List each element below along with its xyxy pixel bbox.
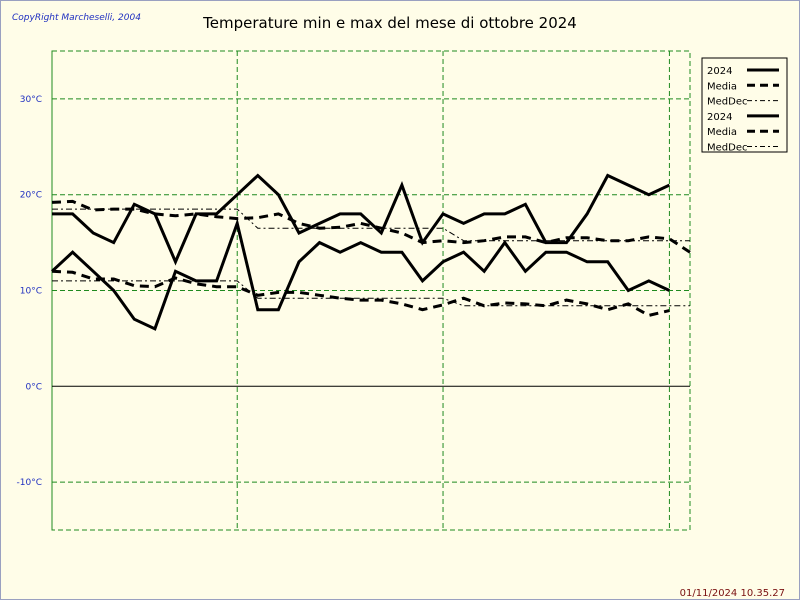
timestamp-text: 01/11/2024 10.35.27	[680, 588, 785, 599]
legend-label: MedDec	[707, 97, 747, 108]
legend-label: MedDec	[707, 143, 747, 154]
grid	[51, 50, 691, 531]
y-tick-label: 10°C	[20, 287, 42, 297]
series-group	[50, 173, 691, 331]
legend-label: 2024	[707, 112, 732, 123]
legend-label: 2024	[707, 66, 732, 77]
series-line-3	[52, 208, 690, 242]
series-line-1	[52, 173, 671, 266]
legend: 2024 Media MedDec 2024 Media MedDec	[701, 57, 788, 154]
y-tick-label: -10°C	[17, 478, 42, 488]
series-line-2	[51, 199, 691, 254]
legend-label: Media	[707, 81, 737, 92]
chart-title: Temperature min e max del mese di ottobr…	[202, 14, 577, 32]
series-line-5	[51, 269, 670, 317]
series-line-4	[50, 218, 671, 331]
y-tick-label: 20°C	[20, 191, 42, 201]
y-tick-label: 30°C	[20, 95, 42, 105]
series-line-6	[52, 280, 690, 307]
y-tick-label: 0°C	[25, 382, 42, 392]
legend-label: Media	[707, 127, 737, 138]
legend-box	[701, 57, 788, 153]
plot-border	[51, 50, 691, 531]
copyright-text: CopyRight Marcheselli, 2004	[12, 13, 141, 23]
y-tick-labels: -10°C 0°C 10°C 20°C 30°C	[17, 95, 42, 488]
